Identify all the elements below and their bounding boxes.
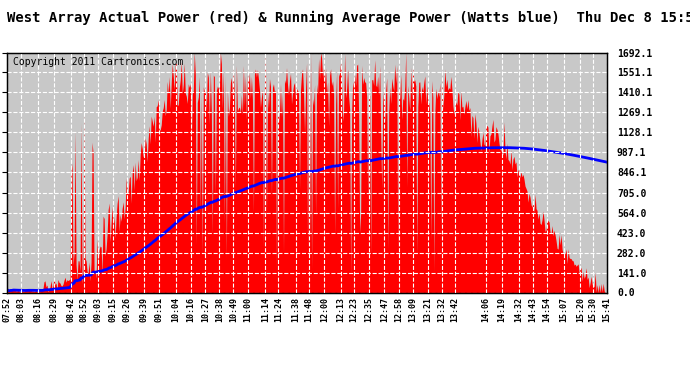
Text: West Array Actual Power (red) & Running Average Power (Watts blue)  Thu Dec 8 15: West Array Actual Power (red) & Running … xyxy=(7,11,690,26)
Text: Copyright 2011 Cartronics.com: Copyright 2011 Cartronics.com xyxy=(13,57,184,67)
